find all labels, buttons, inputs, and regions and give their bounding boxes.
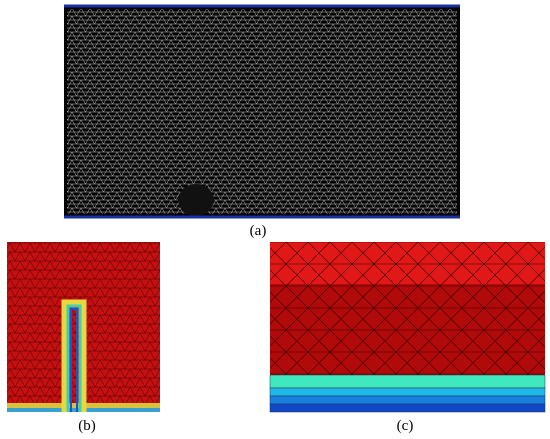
trench-wall (61, 299, 87, 412)
layer (269, 387, 546, 397)
panel-a: (a) (64, 4, 460, 239)
layer (269, 395, 546, 405)
layer (269, 403, 546, 413)
dense-mesh-region (178, 184, 214, 216)
caption: (c) (397, 418, 414, 434)
panel-c: (c) (269, 242, 546, 434)
caption: (b) (78, 418, 96, 434)
trench-wall (66, 304, 82, 412)
layer (269, 374, 546, 389)
caption: (a) (250, 223, 267, 239)
mesh (67, 9, 457, 214)
panel-b: (b) (7, 242, 160, 434)
mesh (270, 242, 545, 375)
trench-wall (70, 308, 78, 412)
